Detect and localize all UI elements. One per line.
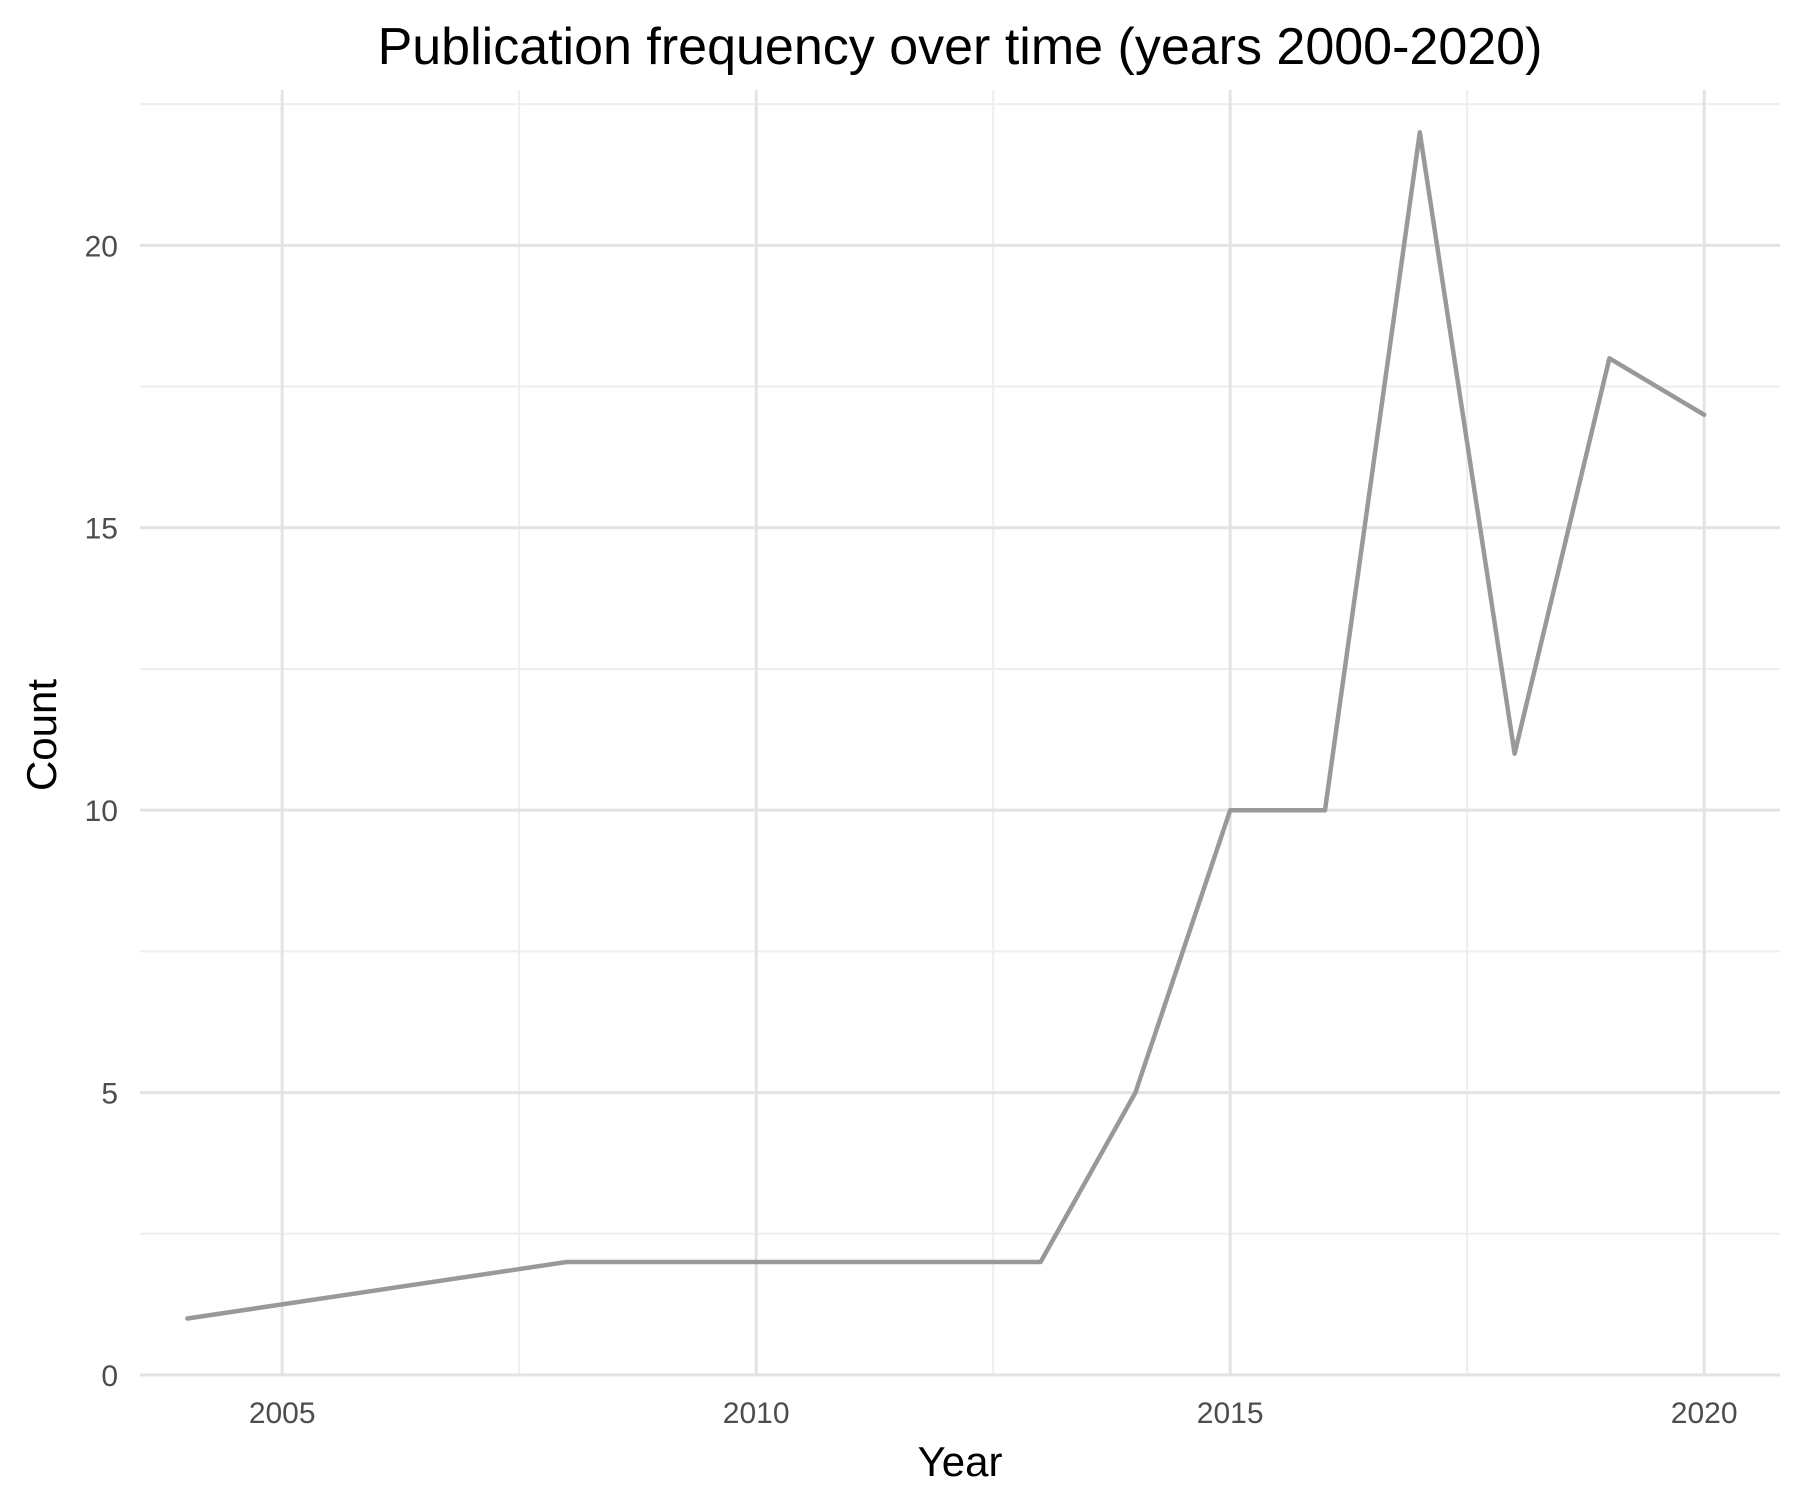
x-tick-label: 2005 (249, 1397, 316, 1430)
y-tick-label: 10 (85, 795, 118, 828)
chart-title: Publication frequency over time (years 2… (378, 18, 1543, 76)
y-axis-tick-labels: 0 5 10 15 20 (85, 230, 118, 1393)
major-grid (140, 90, 1780, 1377)
x-axis-title: Year (918, 1438, 1003, 1485)
x-tick-label: 2020 (1671, 1397, 1738, 1430)
y-tick-label: 20 (85, 230, 118, 263)
series-layer (185, 130, 1707, 1321)
y-tick-label: 0 (101, 1360, 118, 1393)
y-axis-title: Count (18, 679, 65, 791)
x-tick-label: 2015 (1197, 1397, 1264, 1430)
y-tick-label: 15 (85, 513, 118, 546)
x-tick-label: 2010 (723, 1397, 790, 1430)
x-axis-tick-labels: 2005 2010 2015 2020 (249, 1397, 1738, 1430)
series-line (185, 130, 1707, 1321)
y-tick-label: 5 (101, 1078, 118, 1111)
minor-grid (140, 90, 1780, 1375)
